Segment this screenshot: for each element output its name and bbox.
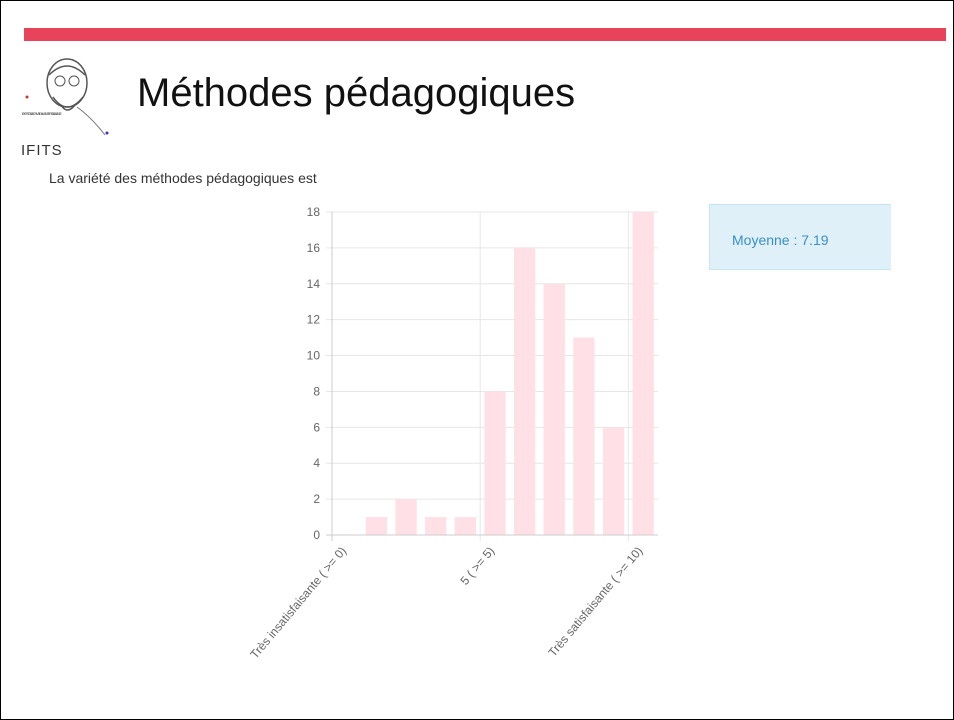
chart: La variété des méthodes pédagogiques est… xyxy=(49,170,658,661)
bar xyxy=(543,283,565,535)
logo-tagline: L'EXPERT DE LA FORMATION AUX METIERS DE … xyxy=(22,112,63,116)
header-bar xyxy=(24,28,946,41)
y-tick-label: 14 xyxy=(307,277,321,291)
y-tick-label: 16 xyxy=(307,241,321,255)
page-title: Méthodes pédagogiques xyxy=(137,71,576,115)
chart-title: La variété des méthodes pédagogiques est xyxy=(49,170,317,186)
y-tick-label: 12 xyxy=(307,313,321,327)
x-tick-label: Très insatisfaisante ( >= 0) xyxy=(247,544,349,661)
bar xyxy=(425,517,447,535)
bar xyxy=(632,212,654,535)
bar xyxy=(513,247,536,535)
logo: L'EXPERT DE LA FORMATION AUX METIERS DE … xyxy=(21,58,109,157)
bar xyxy=(573,337,595,535)
x-tick-label: 5 ( >= 5) xyxy=(457,544,497,588)
logo-text: IFITS xyxy=(21,142,63,157)
x-tick-label: Très satisfaisante ( >= 10) xyxy=(545,544,645,659)
y-tick-label: 2 xyxy=(313,492,320,506)
y-tick-label: 6 xyxy=(313,420,320,434)
y-tick-label: 10 xyxy=(307,349,321,363)
bar xyxy=(484,391,506,535)
y-tick-label: 4 xyxy=(313,456,320,470)
average-box: Moyenne : 7.19 xyxy=(709,204,891,270)
bar xyxy=(602,427,625,535)
bar xyxy=(395,499,417,535)
bar xyxy=(365,517,388,535)
y-tick-label: 18 xyxy=(307,205,321,219)
y-tick-label: 0 xyxy=(313,528,320,542)
y-tick-label: 8 xyxy=(313,384,320,398)
bar xyxy=(454,517,477,535)
